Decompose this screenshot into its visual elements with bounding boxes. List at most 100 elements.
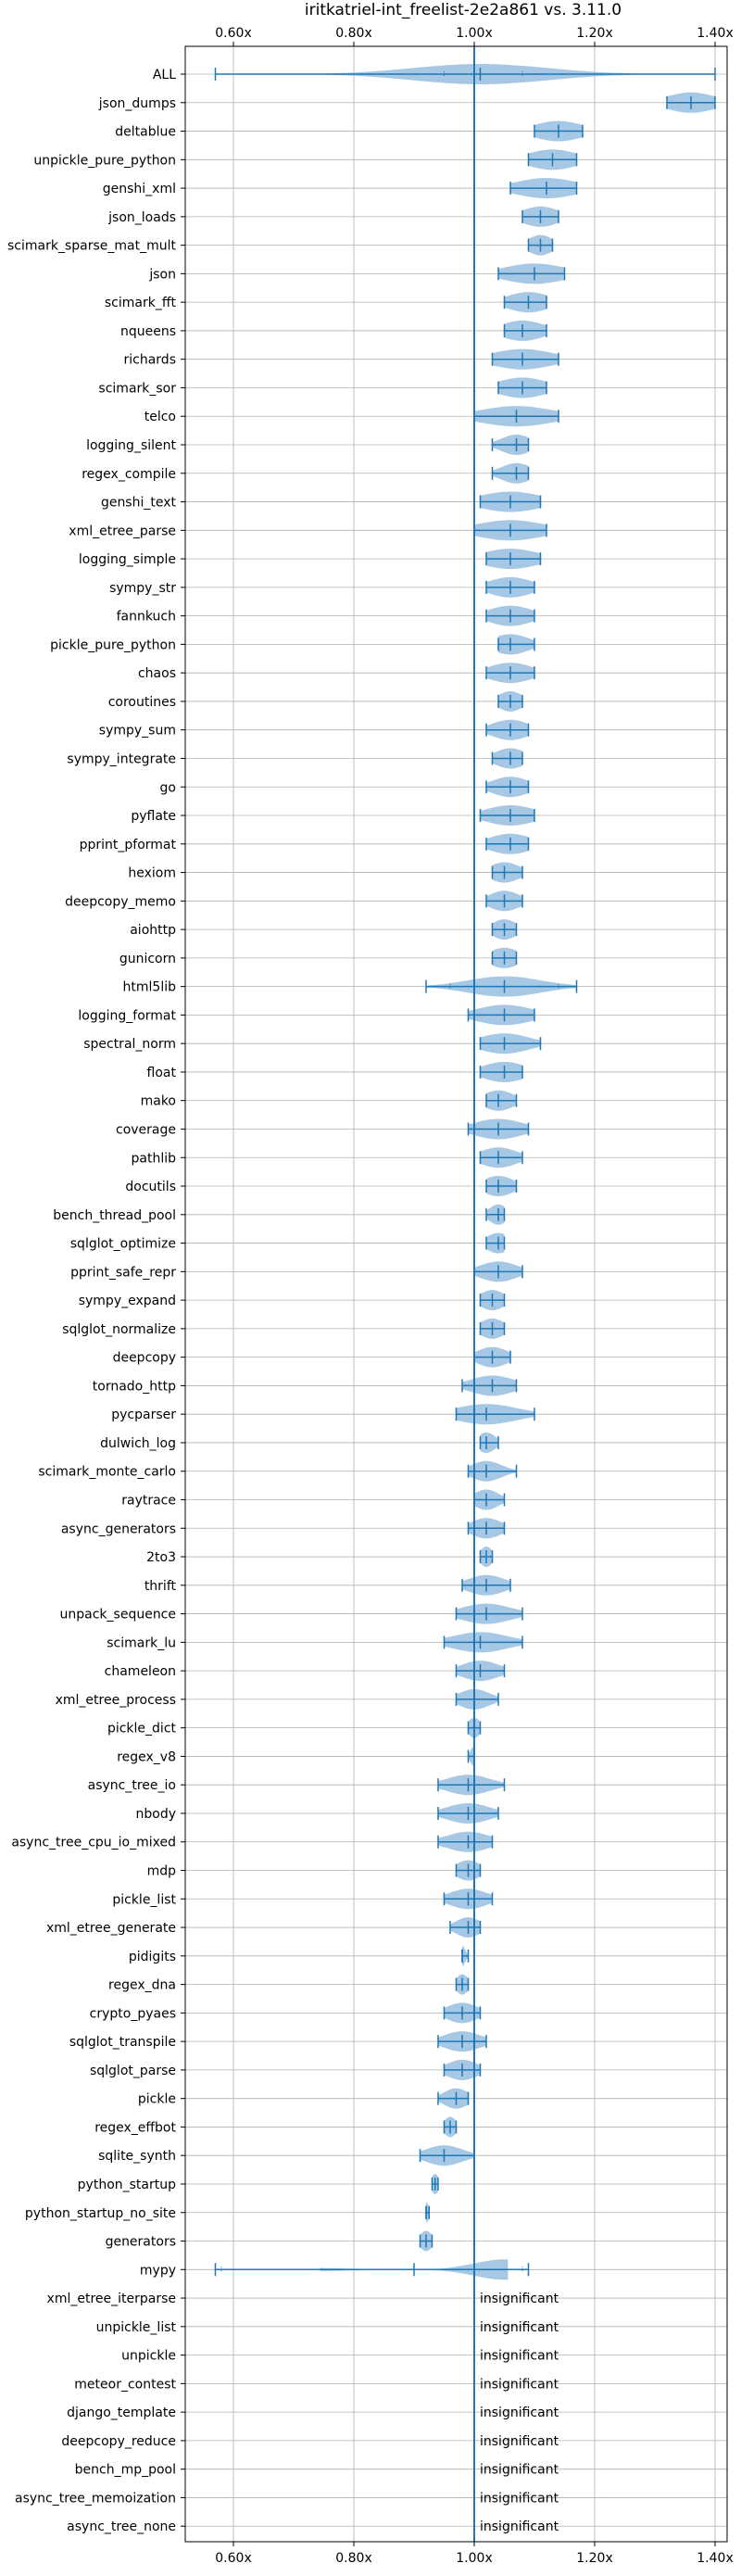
benchmark-label: spectral_norm [83, 1037, 176, 1052]
benchmark-label: unpack_sequence [60, 1608, 176, 1623]
benchmark-label: hexiom [128, 866, 176, 881]
x-tick-label-top: 1.20x [576, 26, 612, 41]
grid-layer [181, 42, 727, 2546]
x-tick-label-top: 0.60x [215, 26, 251, 41]
benchmark-label: html5lib [123, 980, 177, 995]
x-tick-label-top: 1.40x [697, 26, 733, 41]
benchmark-label: scimark_fft [105, 296, 177, 310]
benchmark-label: scimark_monte_carlo [38, 1465, 176, 1480]
benchmark-label: pickle [138, 2092, 176, 2107]
benchmark-label: pickle_list [112, 1892, 176, 1907]
insignificant-label: insignificant [480, 2292, 559, 2306]
benchmark-label: bench_mp_pool [75, 2463, 176, 2478]
benchmark-label: regex_v8 [117, 1749, 176, 1764]
benchmark-label: pickle_pure_python [50, 638, 176, 652]
benchmark-label: deepcopy_reduce [61, 2434, 176, 2449]
benchmark-label: unpickle [121, 2349, 176, 2364]
benchmark-label: chameleon [105, 1664, 176, 1679]
benchmark-label: python_startup_no_site [25, 2206, 176, 2221]
benchmark-label: telco [144, 410, 176, 424]
insignificant-label: insignificant [480, 2519, 559, 2534]
benchmark-label: scimark_sor [98, 381, 176, 396]
benchmark-label: crypto_pyaes [90, 2006, 176, 2021]
benchmark-label: ALL [153, 68, 176, 82]
benchmark-label: sqlglot_normalize [62, 1322, 176, 1337]
x-tick-label-bottom: 1.20x [576, 2551, 612, 2566]
benchmark-label: sympy_str [109, 581, 176, 596]
benchmark-label: mdp [147, 1864, 177, 1879]
benchmark-label: generators [106, 2235, 176, 2250]
benchmark-label: coverage [116, 1122, 176, 1137]
benchmark-label: sympy_integrate [67, 751, 176, 766]
benchmark-label: sqlglot_transpile [69, 2035, 176, 2050]
benchmark-label: async_tree_memoization [15, 2491, 176, 2506]
benchmark-label: async_generators [61, 1522, 176, 1536]
benchmark-label: pickle_dict [107, 1722, 177, 1736]
benchmark-label: chaos [138, 666, 176, 681]
benchmark-label: dulwich_log [100, 1436, 176, 1451]
benchmark-label: go [160, 780, 176, 795]
benchmark-label: regex_dna [108, 1978, 176, 1993]
insignificant-label: insignificant [480, 2491, 559, 2506]
benchmark-label: gunicorn [119, 952, 176, 966]
benchmark-label: genshi_text [101, 496, 177, 511]
x-tick-label-bottom: 1.40x [697, 2551, 733, 2566]
benchmark-label: logging_silent [86, 438, 176, 453]
benchmark-label: sqlglot_optimize [70, 1237, 176, 1252]
benchmark-label: xml_etree_parse [69, 524, 176, 538]
benchmark-label: docutils [125, 1180, 176, 1194]
benchmark-label: regex_compile [82, 467, 176, 482]
benchmark-label: xml_etree_iterparse [47, 2292, 176, 2306]
benchmark-label: json_dumps [98, 96, 176, 111]
benchmark-label: logging_simple [79, 552, 176, 567]
benchmark-label: pathlib [132, 1151, 177, 1166]
benchmark-label: sympy_sum [99, 724, 176, 739]
benchmark-label: json_loads [107, 210, 176, 225]
label-layer: 0.60x 0.60x 0.80x 0.80x 1.00x 1.00x 1.20x 1.20x… [7, 26, 734, 2566]
violin-layer [308, 64, 715, 2280]
benchmark-label: django_template [67, 2406, 176, 2420]
benchmark-label: deltablue [115, 125, 176, 140]
benchmark-label: pprint_safe_repr [70, 1265, 176, 1280]
benchmark-label: pidigits [129, 1950, 176, 1964]
benchmark-label: mypy [140, 2263, 176, 2278]
benchmark-label: tornado_http [93, 1379, 176, 1394]
benchmark-label: raytrace [121, 1494, 176, 1509]
insignificant-label: insignificant [480, 2406, 559, 2420]
benchmark-label: unpickle_pure_python [33, 153, 176, 168]
x-tick-label-bottom: 0.80x [335, 2551, 371, 2566]
plot-frame [184, 45, 728, 2543]
benchmark-label: scimark_lu [107, 1635, 176, 1650]
benchmark-label: richards [124, 353, 177, 368]
benchmark-label: async_tree_none [67, 2519, 176, 2534]
insignificant-label: insignificant [480, 2434, 559, 2449]
x-tick-label-top: 0.80x [335, 26, 371, 41]
insignificant-label: insignificant [480, 2463, 559, 2478]
x-tick-label-bottom: 0.60x [215, 2551, 251, 2566]
benchmark-label: pprint_pformat [80, 838, 177, 852]
benchmark-label: 2to3 [146, 1550, 176, 1565]
benchmark-label: mako [141, 1094, 176, 1109]
benchmark-label: pyflate [131, 809, 176, 824]
benchmark-label: python_startup [78, 2178, 176, 2192]
insignificant-label: insignificant [480, 2377, 559, 2392]
benchmark-label: nbody [136, 1807, 177, 1822]
benchmark-label: regex_effbot [94, 2120, 176, 2135]
benchmark-label: unpickle_list [96, 2320, 177, 2335]
benchmark-label: scimark_sparse_mat_mult [7, 239, 176, 254]
benchmark-label: sqlite_synth [98, 2149, 176, 2164]
benchmark-label: pycparser [111, 1408, 176, 1422]
benchmark-label: deepcopy [113, 1351, 176, 1366]
benchmark-label: meteor_contest [74, 2377, 176, 2392]
whisker-layer [214, 46, 716, 2542]
benchmark-label: thrift [144, 1579, 177, 1594]
benchmark-label: json [148, 267, 176, 282]
benchmark-label: nqueens [120, 324, 176, 339]
benchmark-label: float [147, 1066, 177, 1080]
benchmark-label: aiohttp [130, 923, 176, 938]
insignificant-label: insignificant [480, 2349, 559, 2364]
insignificant-label: insignificant [480, 2320, 559, 2335]
x-tick-label-top: 1.00x [456, 26, 492, 41]
benchmark-label: xml_etree_process [56, 1693, 176, 1708]
